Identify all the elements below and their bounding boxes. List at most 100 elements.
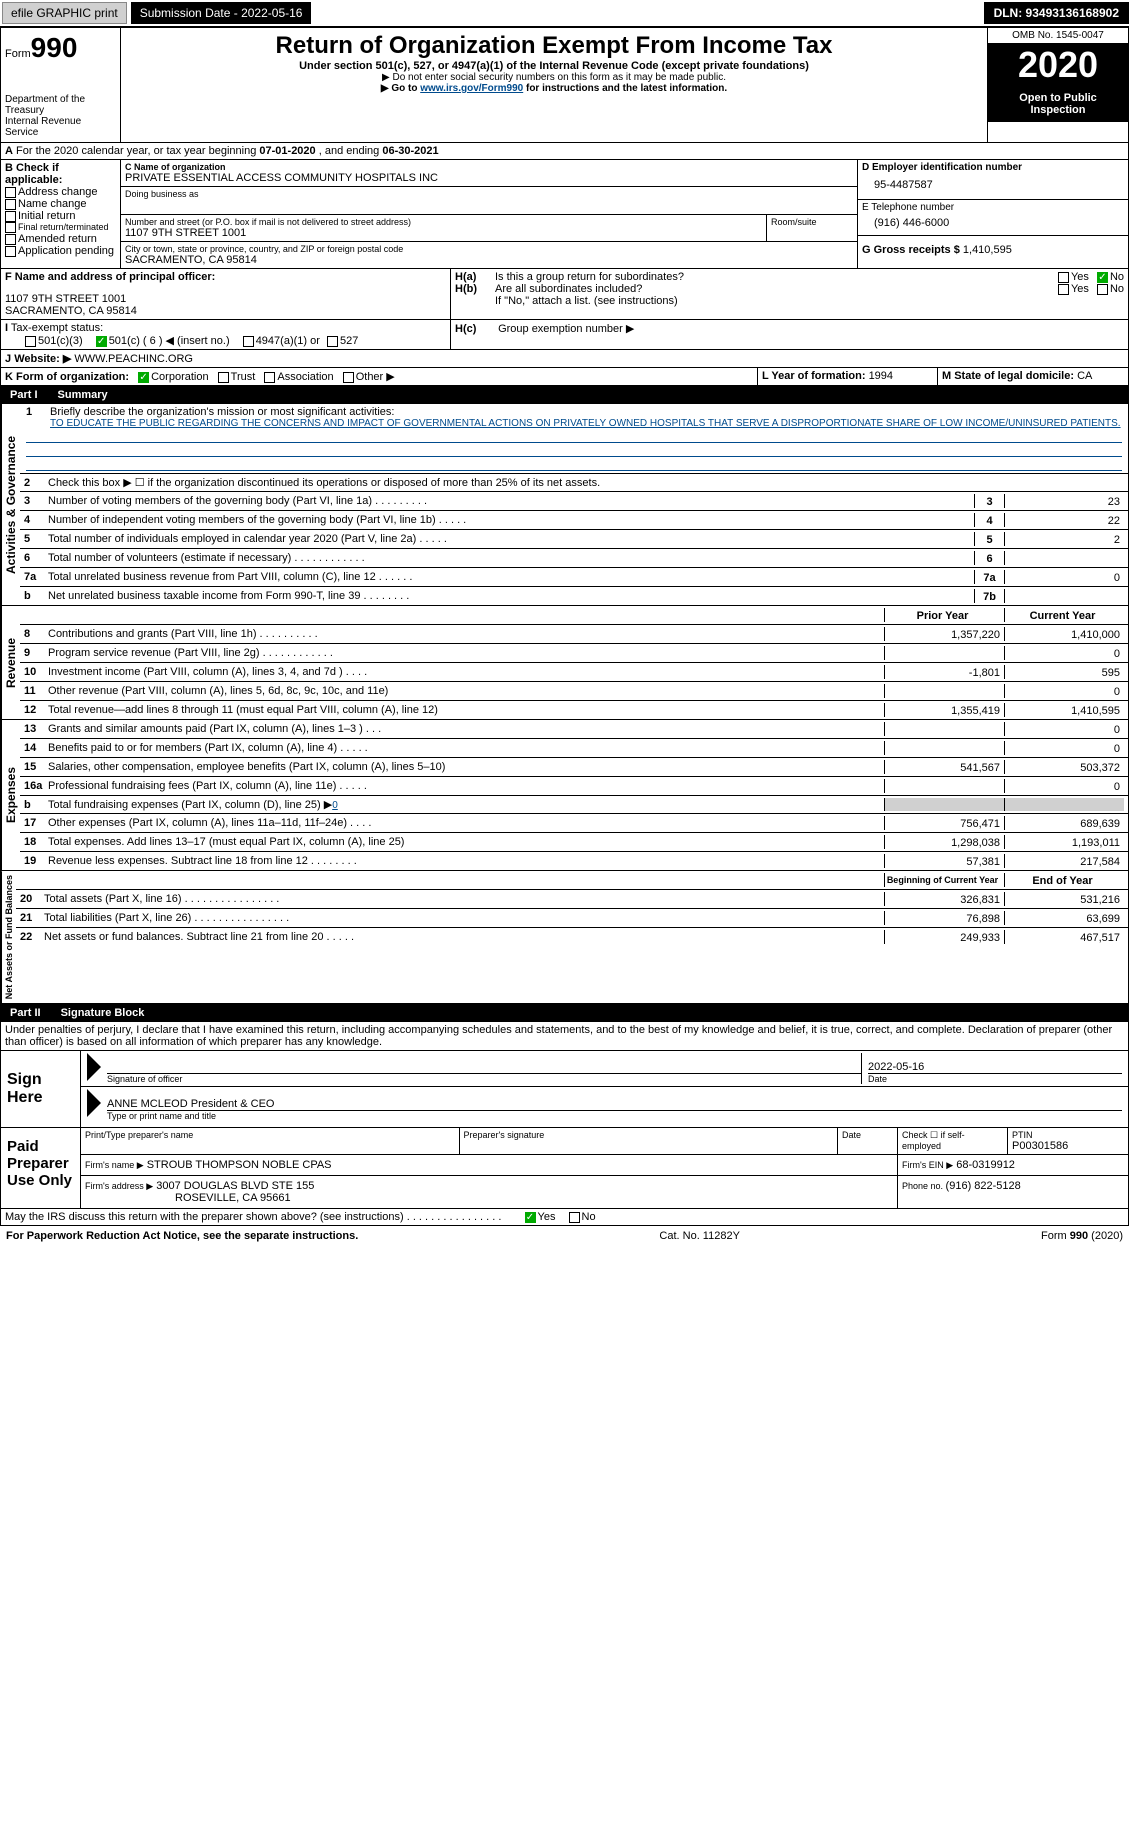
ha-yes[interactable]: Yes — [1058, 271, 1089, 283]
ln19-text: Revenue less expenses. Subtract line 18 … — [48, 855, 884, 867]
mission-text: TO EDUCATE THE PUBLIC REGARDING THE CONC… — [26, 418, 1122, 429]
chk-name[interactable]: Name change — [5, 198, 116, 210]
chk-527[interactable]: 527 — [327, 335, 358, 347]
ln16a-py — [884, 779, 1004, 793]
period-a: A — [5, 145, 13, 157]
ln14-text: Benefits paid to or for members (Part IX… — [48, 742, 884, 754]
topbar: efile GRAPHIC print Submission Date - 20… — [0, 0, 1129, 27]
chk-app[interactable]: Application pending — [5, 245, 116, 257]
ln17-num: 17 — [24, 817, 48, 829]
discuss-row: May the IRS discuss this return with the… — [0, 1209, 1129, 1226]
website-label: Website: ▶ — [14, 353, 71, 365]
chk-501c[interactable]: ✓501(c) ( 6 ) ◀ (insert no.) — [96, 335, 230, 347]
ln21-cy: 63,699 — [1004, 911, 1124, 925]
ln22-num: 22 — [20, 931, 44, 943]
part1-name: Summary — [48, 386, 118, 404]
entity-block: B Check if applicable: Address change Na… — [0, 160, 1129, 269]
discuss-yes[interactable]: ✓Yes — [525, 1211, 556, 1223]
chk-other[interactable]: Other ▶ — [343, 371, 395, 383]
ln7b-text: Net unrelated business taxable income fr… — [48, 590, 974, 602]
paid-preparer-label: Paid Preparer Use Only — [1, 1128, 81, 1208]
ln8-cy: 1,410,000 — [1004, 627, 1124, 641]
ln5-box: 5 — [974, 532, 1004, 546]
officer-addr2: SACRAMENTO, CA 95814 — [5, 305, 446, 317]
ln14-py — [884, 741, 1004, 755]
hb-yes[interactable]: Yes — [1058, 283, 1089, 295]
ln10-num: 10 — [24, 666, 48, 678]
ln4-val: 22 — [1004, 513, 1124, 527]
ln20-py: 326,831 — [884, 892, 1004, 906]
chk-init[interactable]: Initial return — [5, 210, 116, 222]
ln13-num: 13 — [24, 723, 48, 735]
ln1-num: 1 — [26, 406, 50, 418]
firm-name-label: Firm's name ▶ — [85, 1160, 144, 1170]
ln21-num: 21 — [20, 912, 44, 924]
firm-ein: 68-0319912 — [956, 1159, 1015, 1171]
hc-text: Group exemption number ▶ — [498, 323, 634, 335]
ha-no[interactable]: ✓No — [1097, 271, 1124, 283]
chk-501c3[interactable]: 501(c)(3) — [25, 335, 83, 347]
ln8-text: Contributions and grants (Part VIII, lin… — [48, 628, 884, 640]
revenue-section: Revenue Prior Year Current Year 8Contrib… — [0, 606, 1129, 720]
ln9-cy: 0 — [1004, 646, 1124, 660]
ln9-text: Program service revenue (Part VIII, line… — [48, 647, 884, 659]
efile-print-button[interactable]: efile GRAPHIC print — [2, 2, 127, 24]
dba-label: Doing business as — [125, 189, 853, 199]
period-begin: 07-01-2020 — [259, 145, 315, 157]
chk-trust[interactable]: Trust — [218, 371, 256, 383]
org-form-row: K Form of organization: ✓Corporation Tru… — [0, 368, 1129, 386]
prep-col4: Check ☐ if self-employed — [898, 1128, 1008, 1154]
ln18-num: 18 — [24, 836, 48, 848]
expenses-section: Expenses 13Grants and similar amounts pa… — [0, 720, 1129, 871]
ln6-val — [1004, 551, 1124, 565]
chk-final[interactable]: Final return/terminated — [5, 222, 116, 233]
street-label: Number and street (or P.O. box if mail i… — [125, 217, 762, 227]
ln15-cy: 503,372 — [1004, 760, 1124, 774]
irs-link[interactable]: www.irs.gov/Form990 — [420, 83, 523, 94]
ln3-num: 3 — [24, 495, 48, 507]
hb-label: H(b) — [455, 283, 495, 295]
ln21-text: Total liabilities (Part X, line 26) . . … — [44, 912, 884, 924]
form-subtitle: Under section 501(c), 527, or 4947(a)(1)… — [125, 60, 983, 72]
ln16b-num: b — [24, 799, 48, 811]
dept-irs: Internal Revenue Service — [5, 116, 116, 138]
ln8-py: 1,357,220 — [884, 627, 1004, 641]
footer-mid: Cat. No. 11282Y — [659, 1230, 740, 1242]
ln16a-num: 16a — [24, 780, 48, 792]
firm-addr1: 3007 DOUGLAS BLVD STE 155 — [156, 1180, 314, 1192]
ln7a-box: 7a — [974, 570, 1004, 584]
ln7a-num: 7a — [24, 571, 48, 583]
ln3-text: Number of voting members of the governin… — [48, 495, 974, 507]
chk-corp[interactable]: ✓Corporation — [138, 371, 208, 383]
sig-date-label: Date — [868, 1073, 1122, 1084]
ln5-text: Total number of individuals employed in … — [48, 533, 974, 545]
ein: 95-4487587 — [862, 173, 1124, 197]
period-end: 06-30-2021 — [382, 145, 438, 157]
ln7b-val — [1004, 589, 1124, 603]
ln12-text: Total revenue—add lines 8 through 11 (mu… — [48, 704, 884, 716]
firm-phone-label: Phone no. — [902, 1181, 946, 1191]
box-k-label: K Form of organization: — [5, 371, 129, 383]
officer-addr1: 1107 9TH STREET 1001 — [5, 293, 446, 305]
form-prefix: Form — [5, 48, 31, 60]
ln11-text: Other revenue (Part VIII, column (A), li… — [48, 685, 884, 697]
ln11-py — [884, 684, 1004, 698]
sign-here-label: Sign Here — [1, 1051, 81, 1127]
goto-note: ▶ Go to www.irs.gov/Form990 for instruct… — [125, 83, 983, 94]
tax-year: 2020 — [988, 44, 1128, 86]
chk-4947[interactable]: 4947(a)(1) or — [243, 335, 320, 347]
hc-label: H(c) — [455, 323, 495, 335]
footer-left: For Paperwork Reduction Act Notice, see … — [6, 1230, 358, 1242]
box-f-label: F Name and address of principal officer: — [5, 271, 446, 283]
chk-amend[interactable]: Amended return — [5, 233, 116, 245]
ln10-text: Investment income (Part VIII, column (A)… — [48, 666, 884, 678]
ln6-num: 6 — [24, 552, 48, 564]
hb-no[interactable]: No — [1097, 283, 1124, 295]
firm-addr2: ROSEVILLE, CA 95661 — [85, 1192, 893, 1204]
ln22-py: 249,933 — [884, 930, 1004, 944]
ln16a-cy: 0 — [1004, 779, 1124, 793]
chk-addr[interactable]: Address change — [5, 186, 116, 198]
discuss-no[interactable]: No — [569, 1211, 596, 1223]
chk-assoc[interactable]: Association — [264, 371, 333, 383]
city: SACRAMENTO, CA 95814 — [125, 254, 853, 266]
